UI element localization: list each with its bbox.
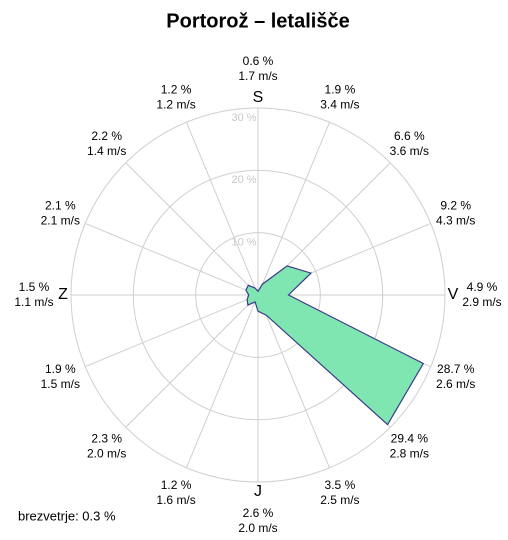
spoke — [85, 222, 259, 296]
speed-label: 2.0 m/s — [87, 446, 126, 460]
direction-label: S — [253, 89, 264, 106]
direction-label: Z — [58, 286, 68, 303]
frequency-label: 1.2 % — [161, 82, 192, 96]
frequency-label: 1.5 % — [19, 280, 50, 294]
frequency-label: 1.2 % — [161, 478, 192, 492]
frequency-area — [245, 265, 425, 426]
frequency-label: 28.7 % — [437, 362, 475, 376]
frequency-label: 2.3 % — [91, 431, 122, 445]
speed-label: 1.6 m/s — [156, 493, 195, 507]
spoke — [185, 122, 259, 296]
frequency-label: 4.9 % — [467, 280, 498, 294]
spoke — [125, 162, 259, 296]
ring-label: 20 % — [231, 174, 256, 186]
frequency-label: 2.1 % — [45, 198, 76, 212]
spoke — [257, 294, 331, 468]
direction-label: V — [448, 286, 459, 303]
frequency-label: 2.2 % — [91, 129, 122, 143]
direction-label: J — [254, 483, 262, 500]
frequency-label: 1.9 % — [325, 82, 356, 96]
speed-label: 2.8 m/s — [390, 446, 429, 460]
speed-label: 1.7 m/s — [238, 69, 277, 83]
frequency-label: 9.2 % — [440, 198, 471, 212]
speed-label: 2.0 m/s — [238, 521, 277, 535]
speed-label: 2.1 m/s — [41, 213, 80, 227]
frequency-label: 6.6 % — [394, 129, 425, 143]
frequency-label: 2.6 % — [243, 506, 274, 520]
speed-label: 1.4 m/s — [87, 144, 126, 158]
frequency-label: 0.6 % — [243, 54, 274, 68]
speed-label: 4.3 m/s — [436, 213, 475, 227]
speed-label: 2.6 m/s — [436, 377, 475, 391]
frequency-label: 1.9 % — [45, 362, 76, 376]
chart-title: Portorož – letališče — [166, 10, 349, 32]
speed-label: 2.5 m/s — [320, 493, 359, 507]
ring-label: 30 % — [231, 112, 256, 124]
calm-label: brezvetrje: 0.3 % — [18, 508, 116, 523]
speed-label: 1.5 m/s — [41, 377, 80, 391]
speed-label: 1.2 m/s — [156, 97, 195, 111]
spoke — [257, 122, 331, 296]
spoke — [185, 294, 259, 468]
speed-label: 2.9 m/s — [462, 295, 501, 309]
frequency-label: 29.4 % — [391, 431, 429, 445]
spoke — [125, 294, 259, 428]
frequency-label: 3.5 % — [325, 478, 356, 492]
ring-label: 10 % — [231, 237, 256, 249]
speed-label: 3.4 m/s — [320, 97, 359, 111]
spoke — [85, 294, 259, 368]
speed-label: 1.1 m/s — [14, 295, 53, 309]
speed-label: 3.6 m/s — [390, 144, 429, 158]
